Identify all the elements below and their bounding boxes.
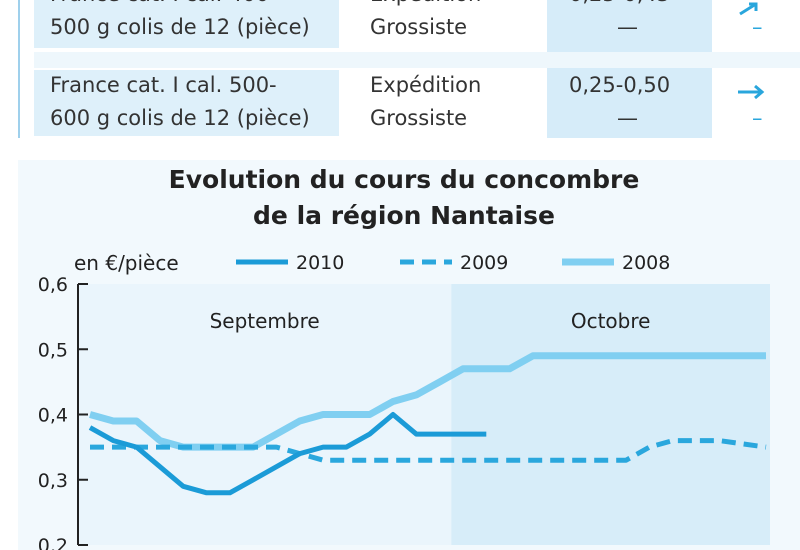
row-sep <box>34 52 800 68</box>
band-label: Octobre <box>571 309 651 333</box>
product: France cat. I cal. 500- <box>50 73 277 97</box>
legend-label: 2010 <box>296 252 344 274</box>
y-axis-label: en €/pièce <box>74 251 179 275</box>
row-bg <box>34 0 339 48</box>
price-table: France cat. I cal. 400- 500 g colis de 1… <box>18 0 800 138</box>
change: — <box>617 106 638 130</box>
band-label: Septembre <box>210 309 320 333</box>
y-tick-label: 0,4 <box>38 405 68 427</box>
chart-subtitle: de la région Nantaise <box>253 201 555 230</box>
trend: – <box>752 15 763 39</box>
product: France cat. I cal. 400- <box>50 0 277 11</box>
price: 0,25-0,45 <box>569 0 670 11</box>
stage: Expédition <box>370 0 481 11</box>
change: — <box>617 15 638 39</box>
y-tick-label: 0,5 <box>38 339 68 361</box>
legend-label: 2009 <box>460 252 508 274</box>
price-col <box>547 0 712 138</box>
product: 600 g colis de 12 (pièce) <box>50 106 310 130</box>
product: 500 g colis de 12 (pièce) <box>50 15 310 39</box>
chart-title: Evolution du cours du concombre <box>169 165 640 194</box>
band <box>451 284 770 545</box>
price: 0,25-0,50 <box>569 73 671 97</box>
market: Grossiste <box>370 15 468 39</box>
y-tick-label: 0,6 <box>38 274 68 296</box>
series-line <box>90 438 767 463</box>
legend-label: 2008 <box>622 252 670 274</box>
stage: Expédition <box>370 73 482 97</box>
y-tick-label: 0,2 <box>38 535 68 550</box>
band <box>78 284 452 545</box>
trend: – <box>752 106 763 130</box>
row-bg <box>34 70 339 136</box>
series-line <box>88 412 487 496</box>
market: Grossiste <box>370 106 468 130</box>
y-tick-label: 0,3 <box>38 470 68 492</box>
arrows <box>738 2 765 100</box>
